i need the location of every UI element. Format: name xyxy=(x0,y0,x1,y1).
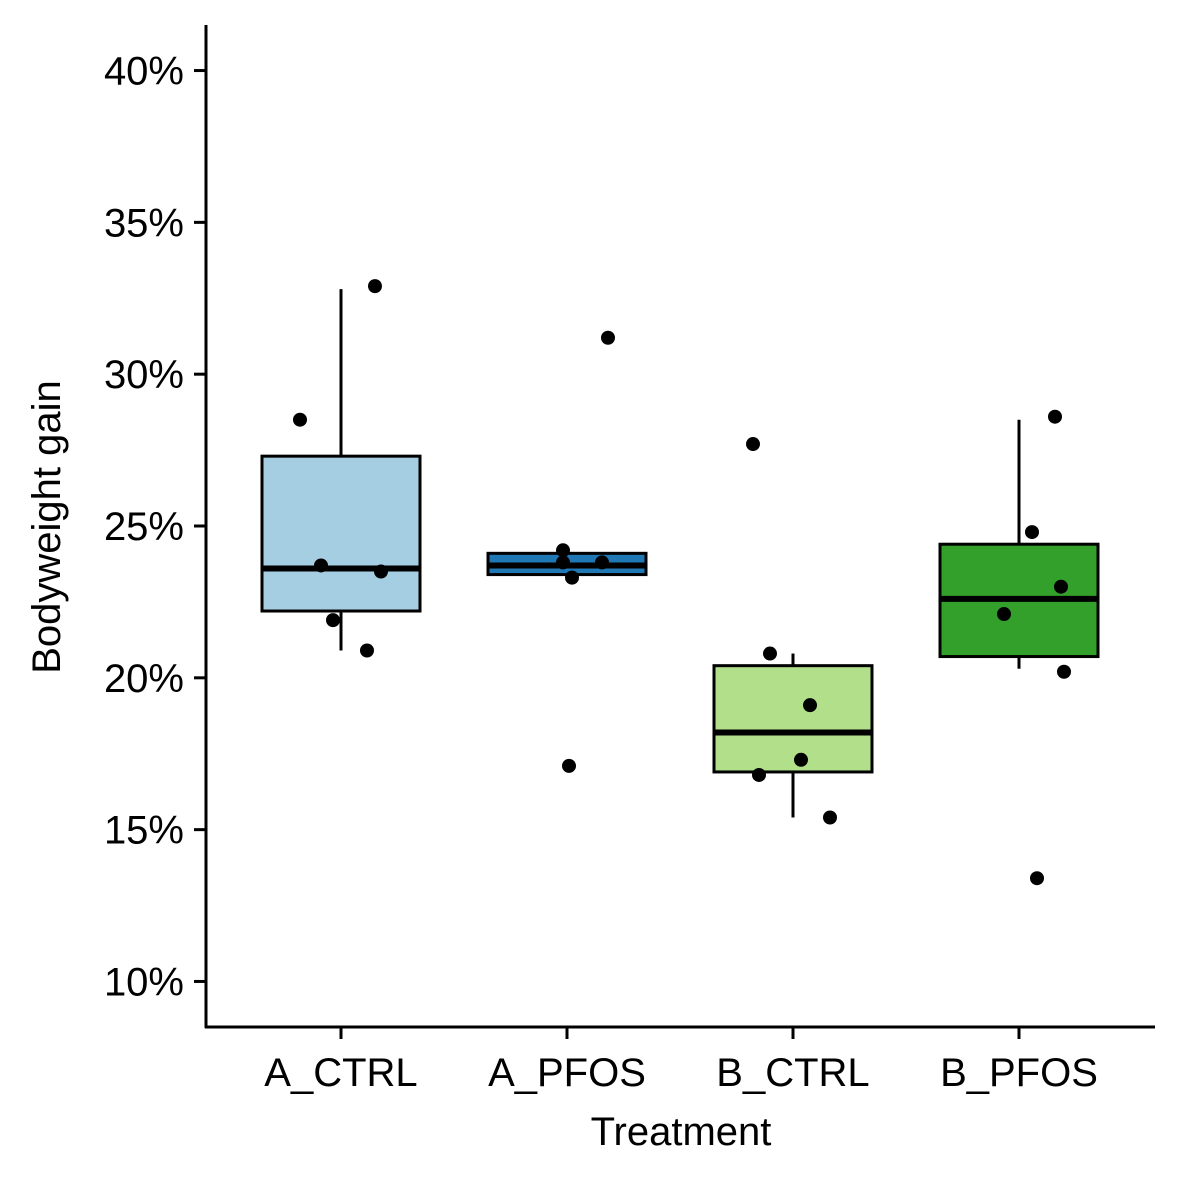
data-point xyxy=(1025,525,1039,540)
data-point xyxy=(794,752,808,767)
x-tick-label: A_PFOS xyxy=(488,1051,646,1095)
y-tick-label: 40% xyxy=(104,50,184,94)
y-tick-label: 10% xyxy=(104,960,184,1004)
data-point xyxy=(823,810,837,825)
y-tick-label: 35% xyxy=(104,201,184,245)
boxes-layer xyxy=(260,289,1100,818)
data-point xyxy=(1030,871,1044,886)
data-point xyxy=(997,607,1011,622)
box-body xyxy=(712,664,874,774)
data-point xyxy=(752,767,766,782)
y-tick-label: 15% xyxy=(104,809,184,853)
data-point xyxy=(565,570,579,585)
y-tick-label: 30% xyxy=(104,353,184,397)
data-point xyxy=(1057,664,1071,679)
data-point xyxy=(562,758,576,773)
data-point xyxy=(1054,579,1068,594)
box-b-ctrl xyxy=(712,653,874,818)
y-tick-label: 25% xyxy=(104,505,184,549)
data-point xyxy=(803,698,817,713)
points-layer xyxy=(293,279,1071,886)
data-point xyxy=(314,558,328,573)
x-axis-title: Treatment xyxy=(591,1110,772,1154)
data-point xyxy=(595,555,609,570)
data-point xyxy=(326,613,340,628)
data-point xyxy=(1048,409,1062,424)
x-ticks: A_CTRL A_PFOS B_CTRL B_PFOS xyxy=(264,1027,1098,1095)
data-point xyxy=(368,279,382,294)
data-point xyxy=(360,643,374,658)
y-ticks: 10% 15% 20% 25% 30% 35% 40% xyxy=(104,50,206,1004)
data-point xyxy=(374,564,388,579)
data-point xyxy=(763,646,777,661)
y-axis-title: Bodyweight gain xyxy=(25,380,69,674)
x-tick-label: B_PFOS xyxy=(940,1051,1098,1095)
data-point xyxy=(293,412,307,427)
data-point xyxy=(556,543,570,558)
data-point xyxy=(601,330,615,345)
data-point xyxy=(746,437,760,452)
y-tick-label: 20% xyxy=(104,657,184,701)
data-point xyxy=(556,555,570,570)
box-a-ctrl xyxy=(260,289,422,651)
x-tick-label: B_CTRL xyxy=(716,1051,869,1095)
box-body xyxy=(260,454,422,613)
x-tick-label: A_CTRL xyxy=(264,1051,417,1095)
box-b-pfos xyxy=(938,419,1100,669)
